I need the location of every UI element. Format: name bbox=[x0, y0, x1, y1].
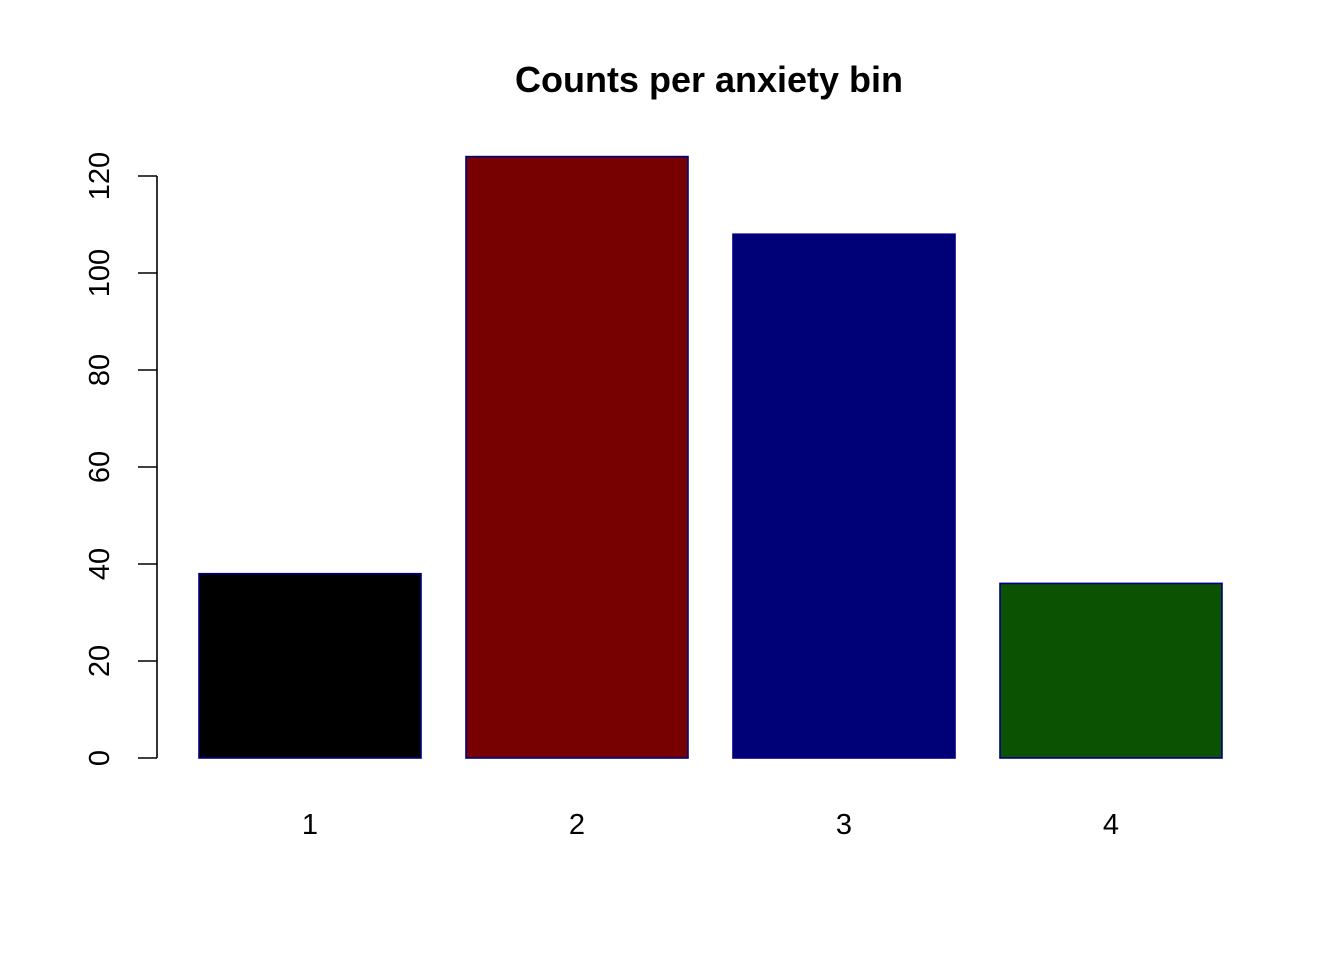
bars-group bbox=[198, 155, 1223, 759]
chart-title: Counts per anxiety bin bbox=[515, 59, 903, 100]
y-axis: 0 20 40 60 80 100 120 bbox=[84, 152, 158, 766]
x-tick-label-4: 4 bbox=[1103, 809, 1119, 841]
y-tick-label-120: 120 bbox=[84, 152, 116, 200]
y-tick-label-80: 80 bbox=[84, 354, 116, 386]
y-tick-label-60: 60 bbox=[84, 451, 116, 483]
y-tick-label-40: 40 bbox=[84, 548, 116, 580]
y-tick-label-100: 100 bbox=[84, 249, 116, 297]
x-tick-label-3: 3 bbox=[836, 809, 852, 841]
bar-4 bbox=[999, 582, 1223, 759]
bar-3 bbox=[732, 233, 956, 759]
x-axis-labels: 1 2 3 4 bbox=[302, 809, 1119, 841]
bar-1 bbox=[198, 572, 422, 759]
y-tick-label-0: 0 bbox=[84, 750, 116, 766]
y-tick-label-20: 20 bbox=[84, 645, 116, 677]
x-tick-label-2: 2 bbox=[569, 809, 585, 841]
x-tick-label-1: 1 bbox=[302, 809, 318, 841]
bar-2 bbox=[465, 155, 689, 759]
